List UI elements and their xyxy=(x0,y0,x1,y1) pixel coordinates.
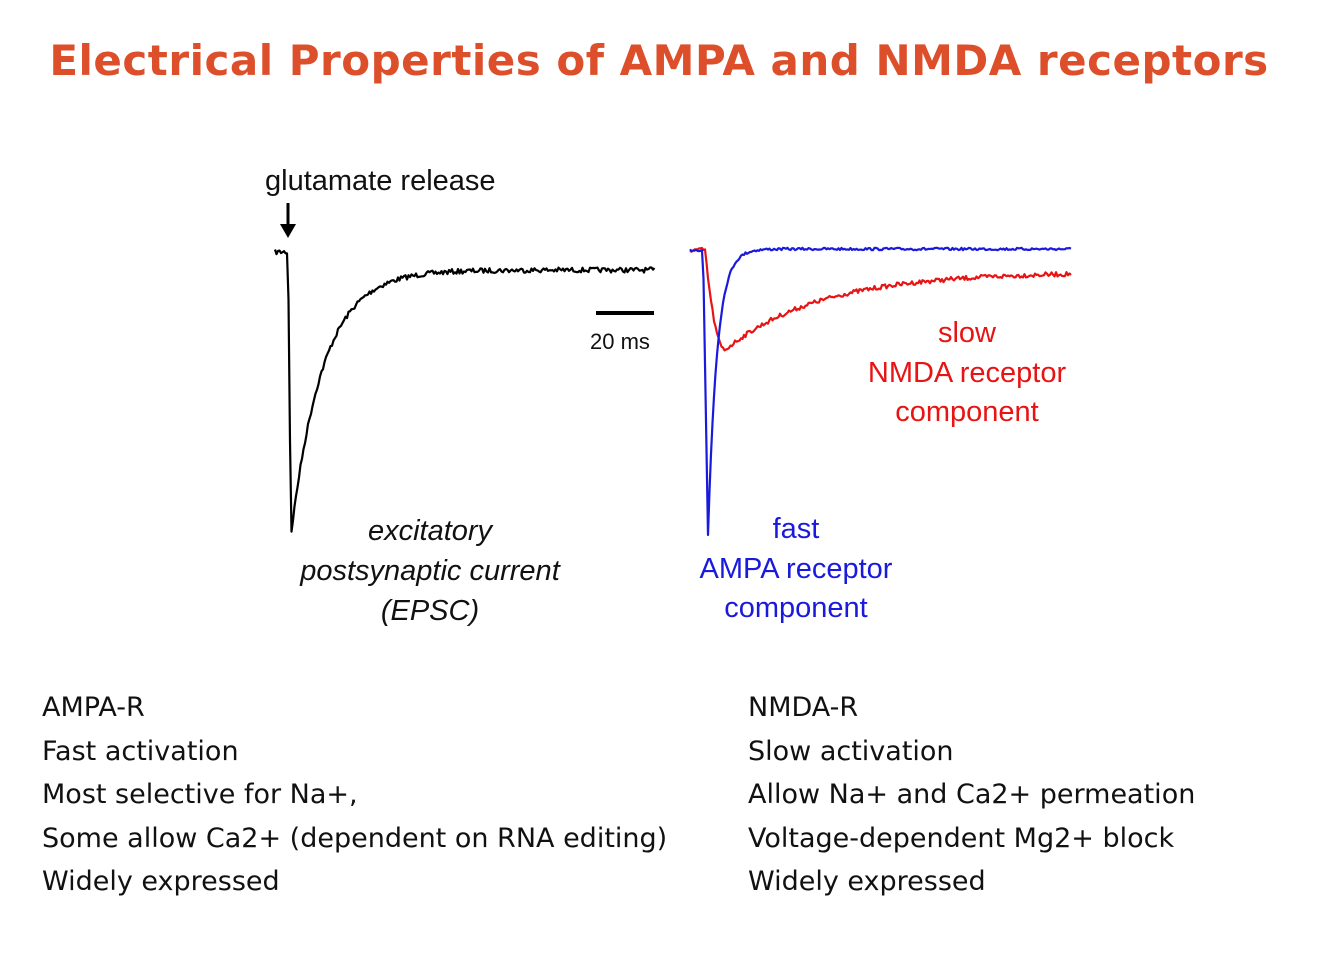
slide-title: Electrical Properties of AMPA and NMDA r… xyxy=(49,36,1269,85)
glutamate-release-label: glutamate release xyxy=(265,165,496,197)
epsc-label-line-2: postsynaptic current xyxy=(299,555,561,587)
ampa-property-4: Widely expressed xyxy=(42,866,280,897)
nmda-property-3: Voltage-dependent Mg2+ block xyxy=(748,822,1175,854)
nmda-property-4: Widely expressed xyxy=(748,866,986,897)
ampa-trace xyxy=(689,246,1072,537)
ampa-label-line-2: AMPA receptor xyxy=(700,553,893,585)
nmda-property-1: Slow activation xyxy=(748,735,954,767)
nmda-label-line-2: NMDA receptor xyxy=(868,357,1067,389)
nmda-label-line-1: slow xyxy=(938,317,997,349)
ampa-property-2: Most selective for Na+, xyxy=(42,779,358,810)
ampa-label-line-3: component xyxy=(724,592,868,624)
release-arrow-icon xyxy=(280,203,296,238)
scale-bar-label: 20 ms xyxy=(590,329,650,354)
epsc-trace xyxy=(273,249,656,533)
epsc-label-line-1: excitatory xyxy=(368,515,494,547)
epsc-label-line-3: (EPSC) xyxy=(381,595,479,627)
nmda-label-line-3: component xyxy=(895,396,1039,428)
ampa-property-3: Some allow Ca2+ (dependent on RNA editin… xyxy=(42,822,668,854)
ampa-property-1: Fast activation xyxy=(42,735,239,767)
ampa-heading: AMPA-R xyxy=(42,692,145,723)
ampa-properties-list: AMPA-R Fast activation Most selective fo… xyxy=(42,686,732,904)
nmda-property-2: Allow Na+ and Ca2+ permeation xyxy=(748,779,1196,810)
nmda-properties-list: NMDA-R Slow activation Allow Na+ and Ca2… xyxy=(748,686,1308,904)
nmda-heading: NMDA-R xyxy=(748,692,859,723)
ampa-label-line-1: fast xyxy=(773,513,820,545)
nmda-trace xyxy=(689,246,1072,352)
